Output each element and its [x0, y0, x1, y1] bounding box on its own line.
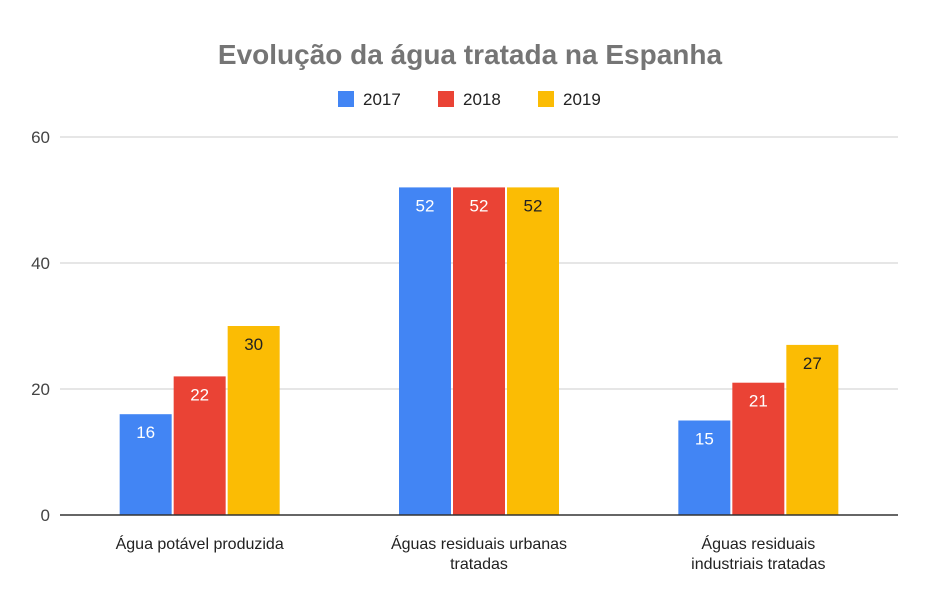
data-label: 52 — [470, 196, 489, 215]
x-category-label: industriais tratadas — [691, 556, 825, 573]
data-label: 16 — [136, 423, 155, 442]
bar-2019-cat1 — [507, 187, 559, 515]
legend: 2017 2018 2019 — [338, 90, 601, 109]
x-axis: Água potável produzida Águas residuais ur… — [60, 514, 898, 573]
bar-2018-cat1 — [453, 187, 505, 515]
legend-swatch-2017 — [338, 91, 354, 107]
bar-2019-cat2 — [786, 344, 839, 515]
data-label: 27 — [803, 354, 822, 373]
data-label: 52 — [524, 196, 543, 215]
legend-swatch-2018 — [438, 91, 454, 107]
legend-label: 2018 — [463, 90, 501, 109]
y-tick-label: 60 — [31, 128, 50, 147]
y-tick-label: 20 — [31, 380, 50, 399]
legend-label: 2019 — [563, 90, 601, 109]
data-label: 15 — [695, 430, 714, 449]
data-label: 22 — [190, 385, 209, 404]
bars — [119, 187, 839, 515]
bar-2018-cat0 — [173, 376, 226, 515]
x-category-label: tratadas — [450, 556, 508, 573]
bar-2018-cat2 — [732, 382, 785, 515]
bar-2017-cat0 — [119, 414, 172, 515]
data-label: 30 — [244, 335, 263, 354]
y-axis: 0 20 40 60 — [31, 128, 50, 525]
legend-swatch-2019 — [538, 91, 554, 107]
bar-2017-cat1 — [399, 187, 451, 515]
bar-2019-cat0 — [227, 326, 280, 515]
y-tick-label: 40 — [31, 254, 50, 273]
x-category-label: Água potável produzida — [116, 534, 284, 553]
data-label: 52 — [416, 196, 435, 215]
bar-2017-cat2 — [678, 420, 731, 515]
data-label: 21 — [749, 392, 768, 411]
x-category-label: Águas residuais urbanas — [391, 534, 567, 553]
y-tick-label: 0 — [41, 506, 50, 525]
legend-label: 2017 — [363, 90, 401, 109]
chart-title: Evolução da água tratada na Espanha — [218, 39, 723, 70]
data-labels: 16 22 30 52 52 52 15 21 27 — [136, 196, 822, 448]
x-category-label: Águas residuais — [701, 534, 815, 553]
